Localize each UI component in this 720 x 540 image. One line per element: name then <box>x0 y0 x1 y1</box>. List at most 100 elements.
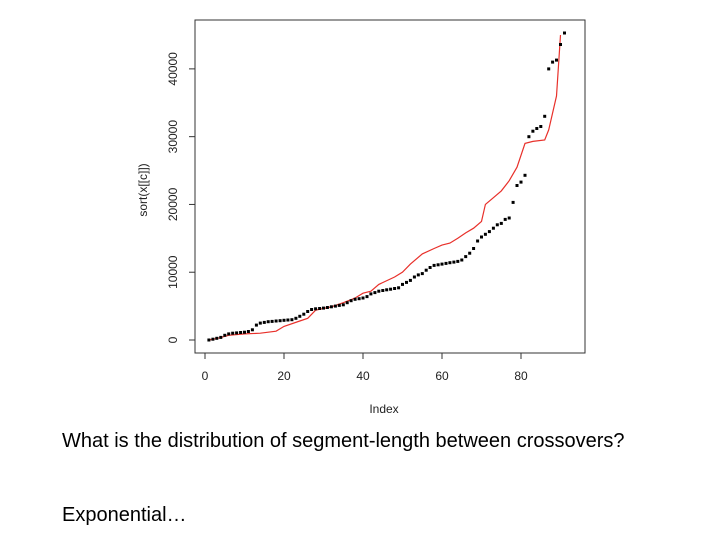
data-point <box>310 308 314 311</box>
data-point <box>499 221 503 225</box>
data-point <box>302 312 306 316</box>
y-tick-label: 40000 <box>166 52 180 86</box>
data-point <box>535 127 539 130</box>
data-point <box>298 314 302 318</box>
data-point <box>294 316 298 320</box>
data-point <box>539 125 543 128</box>
data-point <box>487 230 491 234</box>
data-point <box>306 310 310 313</box>
data-point <box>243 330 246 334</box>
x-axis-title: Index <box>369 402 398 416</box>
data-point <box>227 332 231 336</box>
data-point <box>341 303 345 307</box>
data-point <box>333 304 337 308</box>
data-point <box>290 318 294 322</box>
data-point <box>286 318 290 322</box>
data-point <box>464 255 468 259</box>
question-text: What is the distribution of segment-leng… <box>62 430 625 452</box>
data-point <box>511 200 515 204</box>
data-point <box>460 258 464 262</box>
data-point <box>325 306 329 309</box>
data-point <box>262 320 266 324</box>
data-point <box>432 263 436 267</box>
x-tick-label: 80 <box>514 369 528 383</box>
data-point <box>555 58 558 62</box>
plot-frame <box>194 19 586 354</box>
data-point <box>314 307 318 311</box>
data-point <box>239 331 243 334</box>
x-tick-label: 20 <box>277 369 291 383</box>
data-point <box>444 261 448 265</box>
data-point <box>503 217 507 221</box>
x-tick-label: 40 <box>356 369 370 383</box>
y-tick-label: 0 <box>166 336 180 343</box>
data-point <box>448 261 452 265</box>
data-points <box>207 31 566 342</box>
data-point <box>428 266 432 269</box>
answer-text: Exponential… <box>62 504 187 526</box>
data-point <box>523 173 527 177</box>
data-point <box>405 280 408 284</box>
data-point <box>547 67 551 71</box>
data-point <box>424 268 428 272</box>
data-point <box>357 297 361 301</box>
data-point <box>408 278 412 282</box>
data-point <box>389 287 393 291</box>
chart: 0 20 40 60 80 0 10000 20000 30000 40000 Index so… <box>136 19 586 416</box>
data-point <box>436 263 440 267</box>
data-point <box>559 43 562 46</box>
data-point <box>393 287 397 290</box>
y-axis-title: sort(x[[c]]) <box>136 163 150 216</box>
data-point <box>515 184 519 187</box>
data-point <box>543 114 547 118</box>
data-point <box>377 289 381 293</box>
data-point <box>381 289 385 292</box>
data-point <box>318 307 322 310</box>
data-point <box>456 259 460 263</box>
data-point <box>369 292 373 296</box>
data-point <box>483 232 487 236</box>
data-point <box>254 323 258 327</box>
data-point <box>476 239 480 243</box>
data-point <box>322 306 325 310</box>
data-point <box>440 262 444 266</box>
data-point <box>527 135 531 139</box>
x-axis: 0 20 40 60 80 <box>202 353 528 383</box>
data-point <box>420 272 424 276</box>
data-point <box>551 60 555 64</box>
data-point <box>337 303 341 307</box>
data-point <box>282 318 286 322</box>
x-tick-label: 0 <box>202 369 209 383</box>
y-axis: 0 10000 20000 30000 40000 <box>166 52 195 343</box>
data-point <box>258 321 262 325</box>
data-point <box>211 337 215 341</box>
data-point <box>491 226 495 230</box>
data-point <box>507 216 511 220</box>
data-point <box>270 319 274 323</box>
data-point <box>452 260 456 264</box>
data-point <box>385 288 389 292</box>
data-point <box>416 273 420 277</box>
data-point <box>246 330 250 333</box>
data-point <box>495 223 499 227</box>
data-point <box>235 331 239 335</box>
data-point <box>219 335 223 339</box>
data-point <box>345 301 349 305</box>
data-point <box>215 336 219 340</box>
x-tick-label: 60 <box>435 369 449 383</box>
data-point <box>563 31 566 35</box>
data-point <box>401 282 404 286</box>
data-point <box>468 251 472 255</box>
data-point <box>412 275 416 279</box>
data-point <box>329 305 333 309</box>
data-point <box>349 299 353 303</box>
data-point <box>231 331 235 335</box>
data-point <box>223 333 227 337</box>
fitted-curve <box>208 34 562 341</box>
data-point <box>519 180 523 184</box>
data-point <box>373 291 377 295</box>
data-point <box>278 319 282 323</box>
data-point <box>353 297 357 301</box>
data-point <box>274 319 278 323</box>
data-point <box>365 295 369 299</box>
